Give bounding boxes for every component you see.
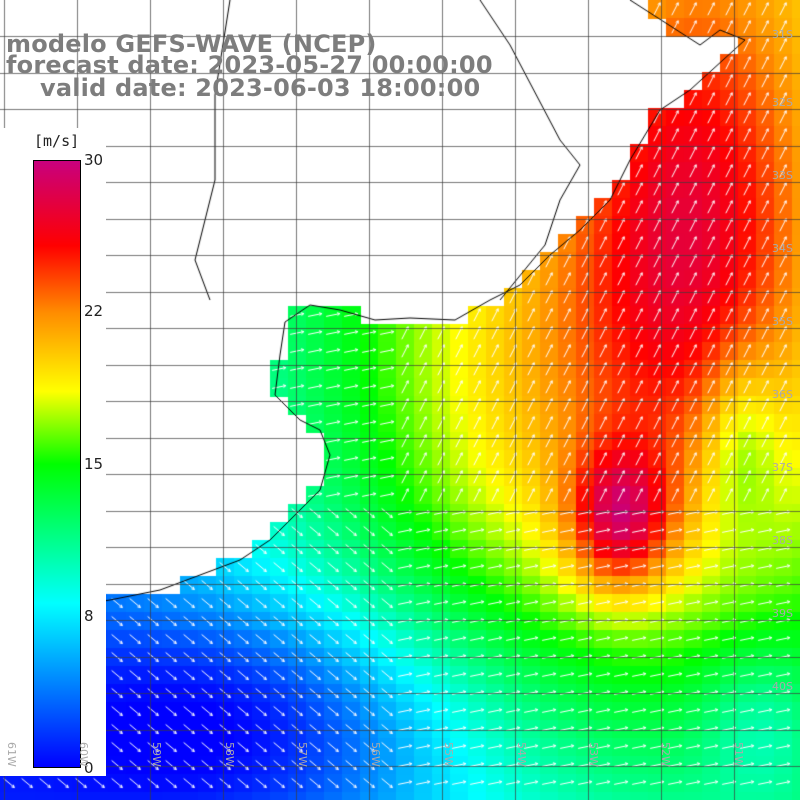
colorbar-tick: 8: [84, 607, 94, 625]
lon-label: 61W: [5, 742, 18, 767]
lat-label: 37S: [772, 461, 793, 474]
model-title: modelo GEFS-WAVE (NCEP): [6, 30, 377, 58]
lat-label: 33S: [772, 169, 793, 182]
lat-label: 36S: [772, 388, 793, 401]
lon-label: 58W: [223, 742, 236, 767]
colorbar: [33, 160, 81, 768]
valid-date: valid date: 2023-06-03 18:00:00: [40, 74, 481, 102]
forecast-date: forecast date: 2023-05-27 00:00:00: [6, 51, 493, 79]
colorbar-unit: [m/s]: [34, 132, 80, 150]
colorbar-tick: 0: [84, 759, 94, 777]
lon-label: 53W: [587, 742, 600, 767]
colorbar-tick: 15: [84, 455, 104, 473]
lat-label: 31S: [772, 28, 793, 41]
colorbar-tick: 30: [84, 151, 104, 169]
lat-label: 34S: [772, 242, 793, 255]
lat-label: 39S: [772, 607, 793, 620]
lon-label: 51W: [732, 742, 745, 767]
lon-label: 55W: [442, 742, 455, 767]
lat-label: 32S: [772, 96, 793, 109]
colorbar-tick: 22: [84, 302, 104, 320]
lon-label: 52W: [659, 742, 672, 767]
lon-label: 57W: [296, 742, 309, 767]
lon-label: 60W: [77, 742, 90, 767]
lon-label: 54W: [515, 742, 528, 767]
lat-label: 38S: [772, 534, 793, 547]
lat-label: 40S: [772, 680, 793, 693]
lon-label: 59W: [150, 742, 163, 767]
lat-label: 35S: [772, 315, 793, 328]
lon-label: 56W: [369, 742, 382, 767]
